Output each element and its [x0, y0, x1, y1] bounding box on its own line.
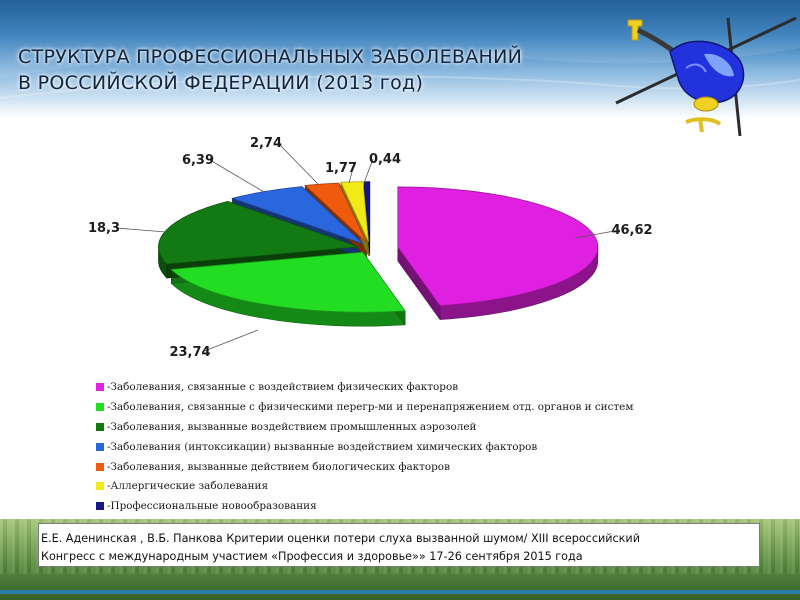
helicopter-icon	[615, 16, 797, 137]
pie-data-label-2: 23,74	[169, 345, 210, 360]
pie-data-label-5: 2,74	[250, 136, 282, 151]
slide-title-line2: В РОССИЙСКОЙ ФЕДЕРАЦИИ (2013 год)	[18, 72, 424, 94]
legend-item-3: -Заболевания, вызванные воздействием про…	[96, 417, 736, 437]
pie-slice-5	[304, 182, 367, 243]
pie-data-label-4: 6,39	[182, 153, 214, 168]
legend-label: -Заболевания (интоксикации) вызванные во…	[107, 440, 538, 453]
pie-leader-line-1	[574, 229, 621, 239]
legend-label: -Заболевания, связанные с физическими пе…	[107, 400, 634, 413]
citation-line2: Конгресс с международным участием «Профе…	[41, 550, 583, 563]
pie-chart: 46,62 23,74 18,3 6,39 2,74 1,77 0,44	[88, 136, 653, 360]
footer-stripe	[0, 590, 800, 594]
pie-data-label-3: 18,3	[88, 221, 120, 236]
pie-slice-2	[170, 251, 406, 313]
pie-data-label-6: 1,77	[325, 161, 357, 176]
legend-label: -Заболевания, вызванные действием биолог…	[107, 460, 450, 473]
legend-swatch	[96, 442, 104, 451]
legend-label: -Заболевания, связанные с воздействием ф…	[107, 380, 459, 393]
pie-data-label-1: 46,62	[611, 223, 652, 238]
legend-swatch	[96, 422, 104, 431]
pie-leader-line-3	[115, 227, 167, 233]
citation-box: Е.Е. Аденинская , В.Б. Панкова Критерии …	[38, 523, 760, 567]
pie-data-label-7: 0,44	[369, 152, 401, 167]
helicopter-illustration	[615, 16, 797, 137]
pie-data-labels: 46,62 23,74 18,3 6,39 2,74 1,77 0,44	[88, 136, 653, 360]
legend-item-6: -Аллергические заболевания	[96, 476, 736, 496]
legend-label: -Заболевания, вызванные воздействием про…	[107, 420, 477, 433]
legend-item-1: -Заболевания, связанные с воздействием ф…	[96, 377, 736, 397]
legend-label: -Профессиональные новообразования	[107, 500, 317, 513]
header-band	[0, 0, 800, 118]
pie-leader-line-6	[348, 167, 354, 184]
legend-swatch	[96, 482, 104, 491]
pie-leader-line-7	[363, 158, 374, 184]
slide-title: СТРУКТУРА ПРОФЕССИОНАЛЬНЫХ ЗАБОЛЕВАНИЙ В…	[18, 44, 618, 96]
pie-leader-line-5	[277, 142, 319, 185]
pie-leader-lines	[115, 142, 621, 353]
pie-slice-3	[158, 201, 359, 265]
citation-line1: Е.Е. Аденинская , В.Б. Панкова Критерии …	[41, 532, 640, 545]
legend-item-5: -Заболевания, вызванные действием биолог…	[96, 457, 736, 477]
legend-swatch	[96, 502, 104, 511]
legend-item-7: -Профессиональные новообразования	[96, 496, 736, 516]
legend-swatch	[96, 462, 104, 471]
pie-leader-line-4	[209, 159, 265, 193]
pie-tops	[158, 181, 599, 313]
legend-label: -Аллергические заболевания	[107, 480, 269, 493]
pie-slice-1	[397, 186, 599, 307]
pie-leader-line-2	[201, 329, 259, 353]
footer-strip	[0, 574, 800, 600]
slide-title-line1: СТРУКТУРА ПРОФЕССИОНАЛЬНЫХ ЗАБОЛЕВАНИЙ	[18, 46, 523, 68]
legend-item-4: -Заболевания (интоксикации) вызванные во…	[96, 437, 736, 457]
chart-legend: -Заболевания, связанные с воздействием ф…	[96, 377, 736, 516]
pie-slice-4	[231, 186, 364, 245]
legend-item-2: -Заболевания, связанные с физическими пе…	[96, 397, 736, 417]
pie-slice-6	[340, 181, 369, 242]
legend-swatch	[96, 402, 104, 411]
legend-swatch	[96, 382, 104, 391]
